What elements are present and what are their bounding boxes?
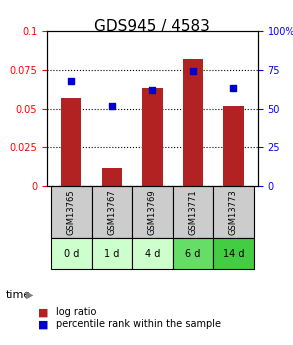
Bar — [213, 186, 254, 238]
Text: time: time — [6, 290, 31, 300]
Bar — [61, 98, 81, 186]
Bar — [223, 106, 244, 186]
Text: 14 d: 14 d — [223, 249, 244, 258]
Bar — [91, 238, 132, 269]
Bar — [102, 168, 122, 186]
Text: GSM13773: GSM13773 — [229, 189, 238, 235]
Point — [69, 78, 74, 83]
Bar — [213, 238, 254, 269]
Bar — [183, 59, 203, 186]
Text: 4 d: 4 d — [145, 249, 160, 258]
Text: GSM13765: GSM13765 — [67, 189, 76, 235]
Text: GDS945 / 4583: GDS945 / 4583 — [94, 19, 210, 34]
Point — [231, 86, 236, 91]
Point — [190, 69, 195, 74]
Point — [150, 87, 155, 93]
Bar — [51, 186, 91, 238]
Text: 0 d: 0 d — [64, 249, 79, 258]
Bar — [91, 186, 132, 238]
Text: GSM13771: GSM13771 — [188, 189, 197, 235]
Bar — [51, 238, 91, 269]
Bar — [132, 238, 173, 269]
Text: 6 d: 6 d — [185, 249, 201, 258]
Point — [110, 103, 114, 108]
Text: percentile rank within the sample: percentile rank within the sample — [56, 319, 221, 329]
Text: GSM13769: GSM13769 — [148, 189, 157, 235]
Text: log ratio: log ratio — [56, 307, 96, 317]
Text: ■: ■ — [38, 307, 49, 317]
Bar — [173, 186, 213, 238]
Bar — [132, 186, 173, 238]
Bar — [173, 238, 213, 269]
Text: ▶: ▶ — [26, 290, 34, 300]
Bar — [142, 89, 163, 186]
Text: GSM13767: GSM13767 — [107, 189, 116, 235]
Text: 1 d: 1 d — [104, 249, 120, 258]
Text: ■: ■ — [38, 319, 49, 329]
